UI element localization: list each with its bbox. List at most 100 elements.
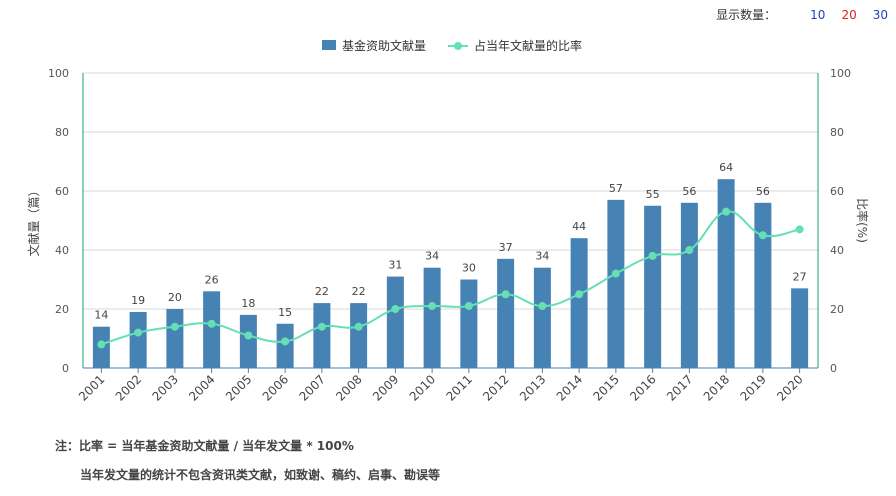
bar-value-label: 31	[388, 259, 402, 272]
legend: 基金资助文献量 占当年文献量的比率	[322, 38, 582, 53]
bar	[607, 199, 625, 368]
x-tick-label: 2010	[407, 372, 438, 403]
bar-value-label: 22	[352, 285, 366, 298]
bar-value-label: 22	[315, 285, 329, 298]
bar	[791, 288, 809, 368]
ratio-point	[575, 290, 584, 299]
y-tick-label: 60	[55, 185, 69, 198]
legend-line-label: 占当年文献量的比率	[474, 38, 582, 53]
legend-line-marker	[454, 42, 462, 50]
ratio-point	[611, 269, 620, 278]
bar-value-label: 64	[719, 161, 733, 174]
ratio-point	[97, 340, 106, 349]
y2-tick-label: 20	[830, 303, 844, 316]
footnote-exclusion: 当年发文量的统计不包含资讯类文献，如致谢、稿约、启事、勘误等	[80, 468, 441, 482]
x-tick-label: 2004	[186, 372, 217, 403]
bar	[680, 202, 698, 368]
bar-value-label: 56	[682, 185, 696, 198]
bar	[239, 314, 257, 368]
y-tick-label: 0	[62, 362, 69, 375]
bar	[276, 323, 294, 368]
y2-tick-label: 60	[830, 185, 844, 198]
x-tick-label: 2008	[333, 372, 364, 403]
y-tick-label: 40	[55, 244, 69, 257]
x-tick-label: 2001	[76, 372, 107, 403]
bar	[570, 238, 588, 368]
ratio-point	[648, 251, 657, 260]
ratio-point	[428, 302, 437, 311]
bar	[423, 267, 441, 368]
bar-value-label: 57	[609, 182, 623, 195]
display-count-option-10[interactable]: 10	[810, 7, 826, 22]
bar-value-label: 37	[499, 241, 513, 254]
x-tick-label: 2005	[223, 372, 254, 403]
x-tick-label: 2007	[296, 372, 327, 403]
bar-value-label: 56	[756, 185, 770, 198]
ratio-point	[795, 225, 804, 234]
bar-value-label: 55	[646, 188, 660, 201]
bar-value-label: 15	[278, 306, 292, 319]
y2-tick-label: 0	[830, 362, 837, 375]
bar	[129, 311, 147, 368]
bar	[386, 276, 404, 368]
bar	[533, 267, 551, 368]
bar-value-label: 18	[241, 297, 255, 310]
x-tick-label: 2006	[260, 372, 291, 403]
x-tick-label: 2016	[627, 372, 658, 403]
x-tick-label: 2018	[701, 372, 732, 403]
x-tick-label: 2017	[664, 372, 695, 403]
bar-series	[92, 179, 809, 368]
bar-value-label: 30	[462, 262, 476, 275]
bar	[497, 258, 515, 368]
bar	[350, 303, 368, 368]
ratio-point	[317, 322, 326, 331]
bar-value-label: 44	[572, 220, 586, 233]
bar	[166, 309, 184, 368]
ratio-point	[501, 290, 510, 299]
ratio-point	[281, 337, 290, 346]
display-count-label: 显示数量：	[716, 8, 777, 22]
ratio-point	[685, 246, 694, 254]
display-count-option-20[interactable]: 20	[841, 7, 857, 22]
legend-bar-label: 基金资助文献量	[342, 38, 426, 53]
bar-value-label: 20	[168, 291, 182, 304]
x-tick-label: 2013	[517, 372, 548, 403]
bar	[203, 291, 221, 368]
ratio-point	[538, 302, 547, 311]
ratio-point	[134, 328, 143, 337]
ratio-point	[464, 302, 473, 311]
y2-tick-label: 100	[830, 67, 851, 80]
bar-value-label: 34	[425, 250, 439, 263]
y-tick-label: 100	[48, 67, 69, 80]
axes: 0 0 20 20 40 40 60 60 80 80 100 100	[48, 67, 851, 375]
bar	[313, 303, 331, 368]
x-tick-labels: 2001 2002 2003 2004 2005 2006 2007 2008 2009 2010…	[76, 372, 806, 403]
x-tick-label: 2003	[149, 372, 180, 403]
bar-value-label: 14	[94, 309, 108, 322]
ratio-point	[207, 319, 216, 328]
bar-value-label: 26	[205, 273, 219, 286]
y-axis-title: 文献量（篇）	[26, 184, 41, 256]
x-tick-label: 2012	[480, 372, 511, 403]
display-count-option-30[interactable]: 30	[872, 7, 888, 22]
ratio-point	[170, 322, 179, 331]
display-count-selector: 显示数量： 10 20 30	[716, 6, 888, 23]
ratio-point	[758, 231, 767, 240]
bar	[717, 179, 735, 368]
bar-data-labels: 14 19 20 26 18 15 22 22 31 34 30 37 34 44 57 55 56 64 56 27	[94, 161, 806, 322]
ratio-point	[391, 305, 400, 313]
y-tick-label: 20	[55, 303, 69, 316]
y2-axis-title: 比率(%)	[855, 198, 870, 243]
x-tick-label: 2014	[554, 372, 585, 403]
bar	[460, 279, 478, 368]
grid-lines	[83, 72, 818, 310]
x-tick-label: 2015	[590, 372, 621, 403]
ratio-point	[354, 322, 363, 331]
bar	[644, 205, 662, 368]
bar-value-label: 19	[131, 294, 145, 307]
y-tick-label: 80	[55, 126, 69, 139]
footnote-ratio: 注：比率 = 当年基金资助文献量 / 当年发文量 * 100%	[55, 439, 354, 453]
line-series	[97, 207, 804, 349]
legend-bar-swatch	[322, 40, 336, 50]
